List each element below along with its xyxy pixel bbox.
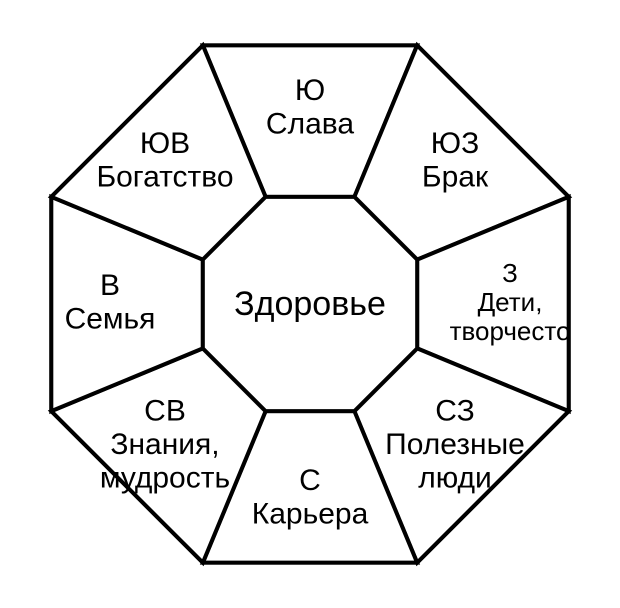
segment-bottom-line-0: Карьера [252,498,369,531]
segment-left-line-0: Семья [65,303,156,336]
segment-right-line-0: Дети, [478,287,543,317]
segment-bottom-right-line-1: люди [418,462,492,495]
segment-top-left-dir: ЮВ [140,127,190,160]
segment-bottom-left-line-0: Знания, [110,428,219,461]
segment-top-line-0: Слава [266,108,354,141]
segment-bottom-left-line-1: мудрость [100,462,230,495]
center-label: Здоровье [234,285,386,323]
segment-right-line-1: творчесто [450,316,571,346]
segment-right-dir: З [502,258,518,288]
segment-bottom-dir: С [299,464,321,497]
segment-bottom-left-dir: СВ [144,394,186,427]
segment-top-right-dir: ЮЗ [431,127,479,160]
bagua-diagram: Здоровье ЮСлава ЮЗБрак ЗДети,творчесто СЗПол… [0,0,620,608]
segment-top-left-line-0: Богатство [96,161,233,194]
segment-bottom-right-line-0: Полезные [385,428,525,461]
segment-top-dir: Ю [295,74,325,107]
segment-top-right-line-0: Брак [422,161,489,194]
segment-bottom-right-dir: СЗ [435,394,474,427]
segment-left-dir: В [100,269,120,302]
